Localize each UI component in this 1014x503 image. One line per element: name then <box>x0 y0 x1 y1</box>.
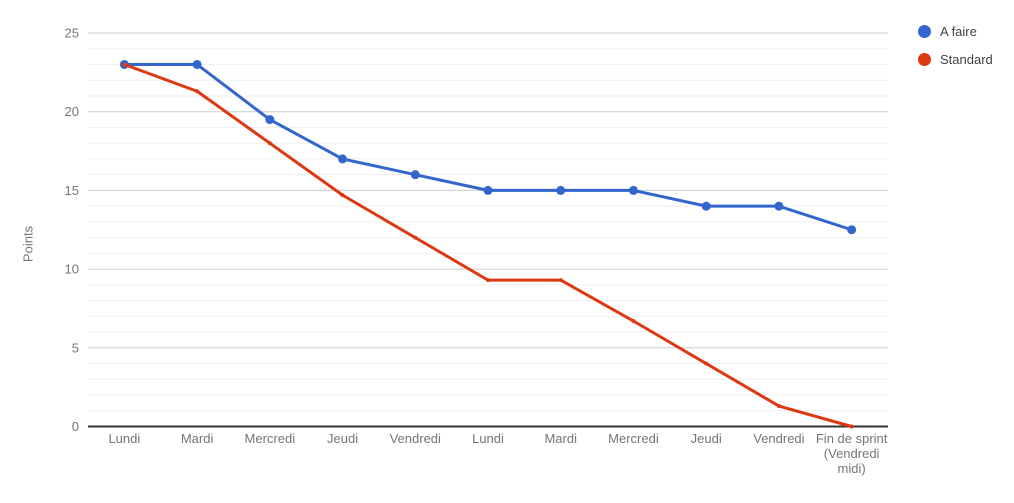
data-point-standard[interactable] <box>776 404 781 409</box>
data-point-standard[interactable] <box>340 193 345 198</box>
data-point-a-faire[interactable] <box>410 170 420 180</box>
x-tick-label: Fin de sprint <box>816 431 888 446</box>
x-tick-label: (Vendredi <box>824 446 880 461</box>
legend-item-standard[interactable]: Standard <box>918 52 993 67</box>
x-tick-label: Jeudi <box>691 431 722 446</box>
legend: A faire Standard <box>918 24 993 80</box>
legend-item-a-faire[interactable]: A faire <box>918 24 993 39</box>
data-point-standard[interactable] <box>195 89 200 94</box>
data-point-standard[interactable] <box>486 278 490 283</box>
x-tick-label: Mardi <box>181 431 214 446</box>
data-point-a-faire[interactable] <box>265 115 275 125</box>
y-axis-title: Points <box>20 225 36 263</box>
y-tick-label: 5 <box>72 340 79 355</box>
y-tick-label: 15 <box>65 183 79 198</box>
data-point-standard[interactable] <box>849 424 854 429</box>
x-tick-label: Lundi <box>472 431 504 446</box>
data-point-a-faire[interactable] <box>483 185 493 195</box>
data-point-a-faire[interactable] <box>701 201 711 211</box>
data-point-standard[interactable] <box>267 141 272 146</box>
data-point-standard[interactable] <box>413 235 418 240</box>
y-tick-label: 10 <box>65 262 79 277</box>
data-point-standard[interactable] <box>122 62 127 67</box>
x-tick-label: Jeudi <box>327 431 358 446</box>
data-point-standard[interactable] <box>631 319 636 324</box>
data-point-a-faire[interactable] <box>192 59 202 69</box>
data-point-a-faire[interactable] <box>847 225 857 235</box>
series-line-a-faire <box>122 62 854 232</box>
data-point-standard[interactable] <box>704 361 709 366</box>
data-point-standard[interactable] <box>558 278 563 283</box>
legend-swatch-icon <box>918 25 931 38</box>
x-tick-label: Mercredi <box>245 431 296 446</box>
legend-label: A faire <box>940 24 977 39</box>
data-point-a-faire[interactable] <box>338 154 348 164</box>
legend-swatch-icon <box>918 53 931 66</box>
x-tick-label: Mercredi <box>608 431 659 446</box>
x-tick-label: Vendredi <box>390 431 441 446</box>
x-tick-label: Lundi <box>108 431 140 446</box>
y-tick-label: 20 <box>65 104 79 119</box>
x-tick-label: Mardi <box>544 431 577 446</box>
y-tick-label: 25 <box>65 26 79 41</box>
legend-label: Standard <box>940 52 993 67</box>
data-point-a-faire[interactable] <box>628 185 638 195</box>
series-line-standard <box>122 62 854 428</box>
x-tick-label: midi) <box>838 461 866 476</box>
data-point-a-faire[interactable] <box>774 201 784 211</box>
data-point-a-faire[interactable] <box>556 185 566 195</box>
y-tick-label: 0 <box>72 419 79 434</box>
x-tick-label: Vendredi <box>753 431 804 446</box>
